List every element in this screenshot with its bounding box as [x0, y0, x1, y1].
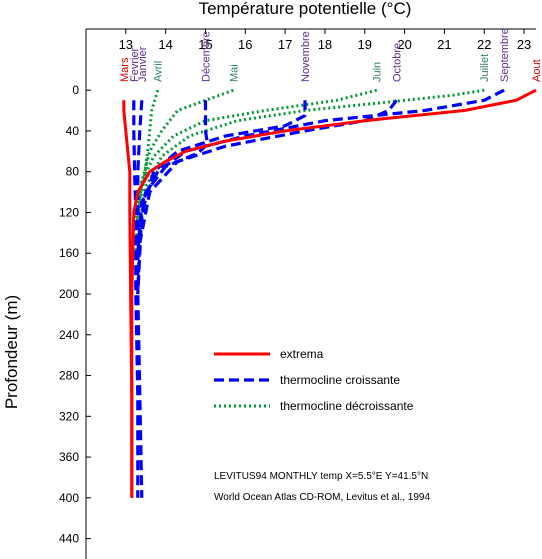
- profile-line-avril: [134, 89, 160, 254]
- profile-line-septembre: [136, 88, 505, 254]
- x-tick-label: 14: [158, 37, 172, 52]
- x-tick-label: 23: [517, 37, 531, 52]
- x-tick-label: 22: [477, 37, 491, 52]
- month-label-décembre: Décembre: [201, 31, 213, 82]
- month-label-septembre: Septembre: [499, 28, 511, 82]
- legend-label-2: thermocline décroissante: [280, 399, 414, 413]
- x-tick-label: 13: [119, 37, 133, 52]
- month-label-aout: Aout: [531, 59, 542, 82]
- profile-line-octobre: [138, 99, 398, 244]
- month-label-juillet: Juillet: [479, 54, 491, 82]
- profile-line-aout: [130, 88, 537, 498]
- x-axis-title: Température potentielle (°C): [199, 0, 412, 18]
- x-tick-label: 21: [437, 37, 451, 52]
- x-tick-label: 17: [278, 37, 292, 52]
- profile-line-juin: [136, 88, 378, 223]
- x-tick-label: 18: [318, 37, 332, 52]
- y-tick-label: 440: [59, 532, 79, 546]
- y-tick-label: 80: [66, 165, 80, 179]
- month-label-mars: Mars: [119, 57, 131, 82]
- y-tick-label: 40: [66, 124, 80, 138]
- month-label-mai: Mai: [228, 64, 240, 82]
- month-label-octobre: Octobre: [392, 43, 404, 82]
- source-annotation-1: LEVITUS94 MONTHLY temp X=5.5°E Y=41.5°N: [214, 471, 428, 482]
- y-tick-label: 320: [59, 409, 79, 423]
- y-tick-label: 120: [59, 205, 79, 219]
- profile-line-janvier: [136, 100, 144, 498]
- y-tick-label: 360: [59, 450, 79, 464]
- y-axis-title: Profondeur (m): [2, 295, 21, 409]
- legend-label-0: extrema: [280, 347, 324, 361]
- x-axis-ticks: 13 14 15 16 17 18 19 20 21 22 23: [119, 29, 531, 52]
- profile-line-décembre: [136, 100, 210, 295]
- month-label-novembre: Novembre: [300, 31, 312, 82]
- legend: extrema thermocline croissante thermocline…: [214, 347, 414, 413]
- temperature-profiles: [122, 88, 537, 498]
- x-tick-label: 19: [358, 37, 372, 52]
- month-label-janvier: Janvier: [137, 46, 149, 82]
- profile-line-juillet: [136, 88, 485, 234]
- month-label-juin: Juin: [372, 62, 384, 82]
- y-tick-label: 160: [59, 246, 79, 260]
- profile-line-fevrier: [132, 100, 140, 498]
- x-tick-label: 16: [238, 37, 252, 52]
- profile-line-novembre: [136, 100, 307, 295]
- y-axis-ticks: 0 40 80 120 160 200 240 280 320 360 400 440: [59, 83, 91, 546]
- month-label-avril: Avril: [153, 61, 165, 82]
- y-tick-label: 400: [59, 491, 79, 505]
- month-label-fevrier: Fevrier: [129, 47, 141, 82]
- y-tick-label: 240: [59, 328, 79, 342]
- source-annotation-2: World Ocean Atlas CD-ROM, Levitus et al.…: [214, 492, 430, 503]
- x-tick-label: 20: [397, 37, 411, 52]
- y-tick-label: 280: [59, 369, 79, 383]
- x-tick-label: 15: [198, 37, 212, 52]
- legend-label-1: thermocline croissante: [280, 373, 400, 387]
- y-tick-label: 0: [72, 83, 79, 97]
- y-tick-label: 200: [59, 287, 79, 301]
